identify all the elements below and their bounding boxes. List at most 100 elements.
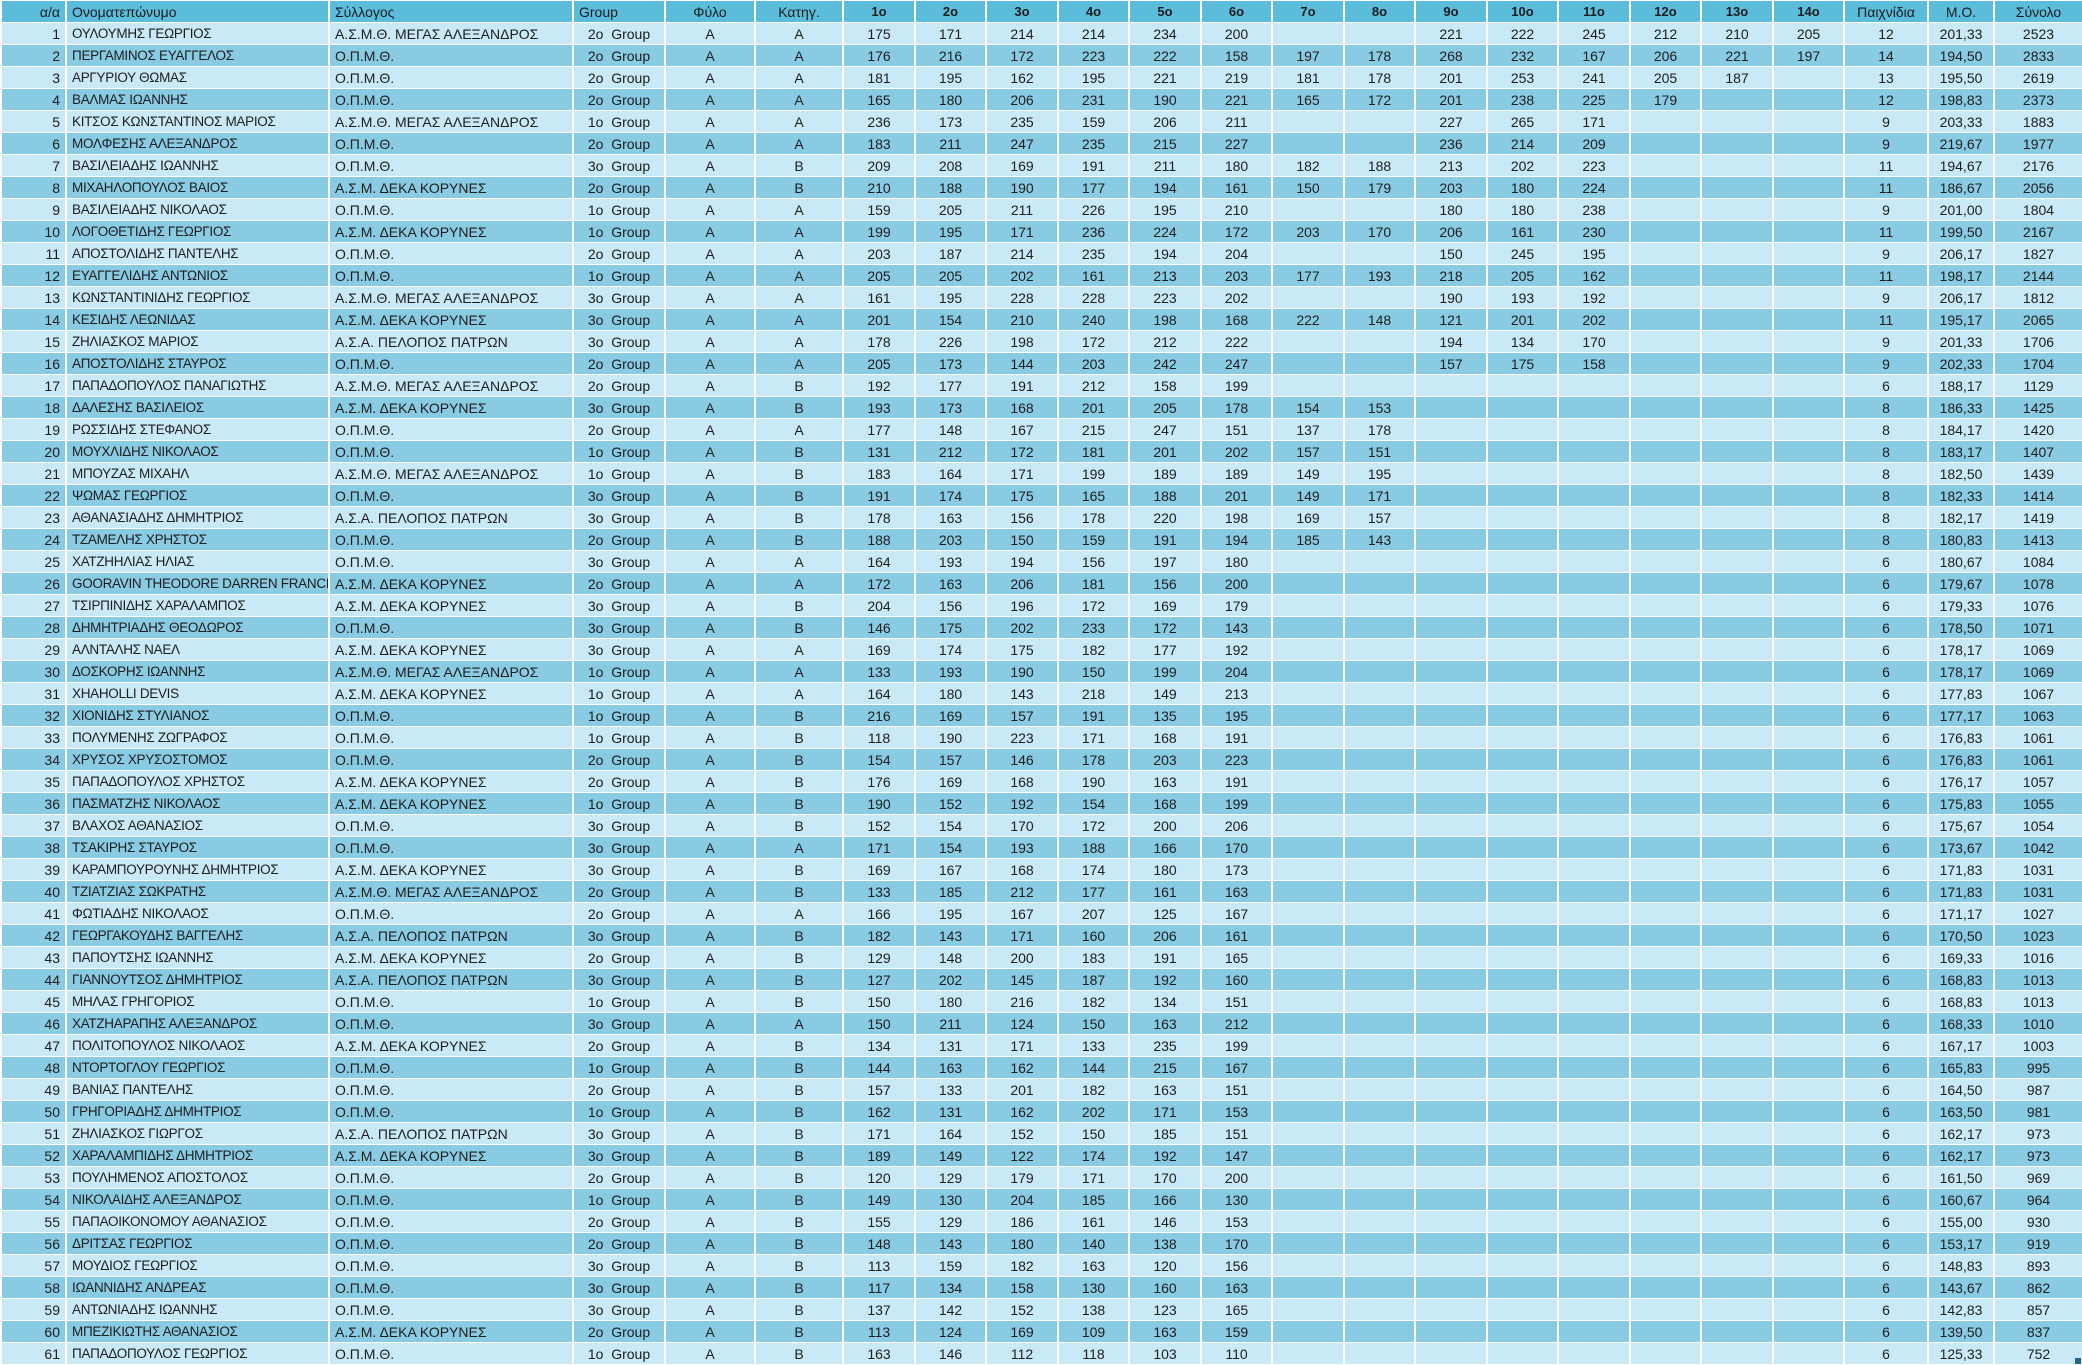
row-number-cell[interactable]: 4 <box>1 88 67 111</box>
game-9-score-cell[interactable] <box>1415 814 1488 837</box>
game-5-score-cell[interactable]: 134 <box>1129 990 1202 1013</box>
game-7-score-cell[interactable] <box>1272 990 1345 1013</box>
game-8-score-cell[interactable]: 148 <box>1344 308 1416 331</box>
game-11-score-cell[interactable] <box>1558 924 1631 947</box>
category-cell[interactable]: Α <box>755 286 844 309</box>
total-cell[interactable]: 2373 <box>1994 88 2082 111</box>
row-number-cell[interactable]: 48 <box>1 1056 67 1079</box>
game-5-score-cell[interactable]: 201 <box>1129 440 1202 463</box>
row-number-cell[interactable]: 44 <box>1 968 67 991</box>
game-4-score-cell[interactable]: 187 <box>1058 968 1130 991</box>
game-12-score-cell[interactable] <box>1630 770 1702 793</box>
game-2-score-cell[interactable]: 180 <box>915 682 987 705</box>
game-1-score-cell[interactable]: 188 <box>843 528 916 551</box>
game-3-score-cell[interactable]: 168 <box>986 770 1059 793</box>
game-13-score-cell[interactable] <box>1701 1034 1774 1057</box>
game-5-score-cell[interactable]: 185 <box>1129 1122 1202 1145</box>
game-8-score-cell[interactable] <box>1344 946 1416 969</box>
club-cell[interactable]: Α.Σ.Α. ΠΕΛΟΠΟΣ ΠΑΤΡΩΝ <box>329 968 574 991</box>
games-played-cell[interactable]: 8 <box>1844 396 1929 419</box>
club-cell[interactable]: Α.Σ.Μ. ΔΕΚΑ ΚΟΡΥΝΕΣ <box>329 946 574 969</box>
game-5-score-cell[interactable]: 242 <box>1129 352 1202 375</box>
game-1-score-cell[interactable]: 154 <box>843 748 916 771</box>
game-11-score-cell[interactable] <box>1558 1078 1631 1101</box>
game-4-score-cell[interactable]: 231 <box>1058 88 1130 111</box>
game-14-score-cell[interactable] <box>1773 374 1845 397</box>
average-cell[interactable]: 175,83 <box>1928 792 1995 815</box>
category-cell[interactable]: Β <box>755 792 844 815</box>
average-cell[interactable]: 175,67 <box>1928 814 1995 837</box>
game-9-score-cell[interactable]: 236 <box>1415 132 1488 155</box>
game-13-score-cell[interactable] <box>1701 990 1774 1013</box>
game-2-score-cell[interactable]: 134 <box>915 1276 987 1299</box>
total-cell[interactable]: 1061 <box>1994 748 2082 771</box>
games-played-cell[interactable]: 6 <box>1844 836 1929 859</box>
game-3-score-cell[interactable]: 190 <box>986 176 1059 199</box>
game-12-score-cell[interactable] <box>1630 968 1702 991</box>
row-number-cell[interactable]: 35 <box>1 770 67 793</box>
gender-cell[interactable]: Α <box>665 682 756 705</box>
game-5-score-cell[interactable]: 206 <box>1129 110 1202 133</box>
game-4-score-cell[interactable]: 201 <box>1058 396 1130 419</box>
club-cell[interactable]: Ο.Π.Μ.Θ. <box>329 132 574 155</box>
game-11-score-cell[interactable] <box>1558 858 1631 881</box>
average-cell[interactable]: 183,17 <box>1928 440 1995 463</box>
game-9-score-cell[interactable] <box>1415 594 1488 617</box>
game-14-score-cell[interactable] <box>1773 1122 1845 1145</box>
game-11-score-cell[interactable] <box>1558 1188 1631 1211</box>
games-played-cell[interactable]: 8 <box>1844 484 1929 507</box>
total-cell[interactable]: 1042 <box>1994 836 2082 859</box>
game-12-score-cell[interactable] <box>1630 550 1702 573</box>
game-14-score-cell[interactable] <box>1773 902 1845 925</box>
game-1-score-cell[interactable]: 189 <box>843 1144 916 1167</box>
game-7-score-cell[interactable]: 149 <box>1272 462 1345 485</box>
game-11-score-cell[interactable] <box>1558 1276 1631 1299</box>
game-14-score-cell[interactable] <box>1773 572 1845 595</box>
game-2-score-cell[interactable]: 143 <box>915 1232 987 1255</box>
game-13-score-cell[interactable] <box>1701 176 1774 199</box>
game-14-score-cell[interactable] <box>1773 1078 1845 1101</box>
game-14-score-cell[interactable] <box>1773 352 1845 375</box>
game-14-score-cell[interactable] <box>1773 1342 1845 1365</box>
total-cell[interactable]: 1031 <box>1994 880 2082 903</box>
group-cell[interactable]: 3ο Group <box>573 1144 666 1167</box>
game-7-score-cell[interactable]: 222 <box>1272 308 1345 331</box>
game-6-score-cell[interactable]: 153 <box>1201 1210 1273 1233</box>
game-13-score-cell[interactable] <box>1701 1276 1774 1299</box>
game-11-score-cell[interactable] <box>1558 660 1631 683</box>
game-3-score-cell[interactable]: 202 <box>986 616 1059 639</box>
game-3-score-cell[interactable]: 186 <box>986 1210 1059 1233</box>
game-14-score-cell[interactable] <box>1773 792 1845 815</box>
game-1-score-cell[interactable]: 127 <box>843 968 916 991</box>
game-6-score-cell[interactable]: 151 <box>1201 418 1273 441</box>
game-13-score-cell[interactable] <box>1701 528 1774 551</box>
game-14-score-cell[interactable] <box>1773 66 1845 89</box>
game-10-score-cell[interactable] <box>1487 374 1559 397</box>
category-cell[interactable]: Β <box>755 1056 844 1079</box>
game-9-score-cell[interactable] <box>1415 1254 1488 1277</box>
game-13-score-cell[interactable] <box>1701 1320 1774 1343</box>
game-6-score-cell[interactable]: 167 <box>1201 1056 1273 1079</box>
game-12-score-cell[interactable] <box>1630 1122 1702 1145</box>
game-1-score-cell[interactable]: 176 <box>843 44 916 67</box>
group-cell[interactable]: 2ο Group <box>573 748 666 771</box>
game-3-score-cell[interactable]: 162 <box>986 66 1059 89</box>
gender-cell[interactable]: Α <box>665 22 756 45</box>
game-6-score-cell[interactable]: 151 <box>1201 1078 1273 1101</box>
category-cell[interactable]: Α <box>755 330 844 353</box>
game-8-score-cell[interactable] <box>1344 682 1416 705</box>
game-2-score-cell[interactable]: 124 <box>915 1320 987 1343</box>
game-6-score-cell[interactable]: 223 <box>1201 748 1273 771</box>
col-header-game-1[interactable]: 1ο <box>843 0 916 23</box>
game-12-score-cell[interactable] <box>1630 1320 1702 1343</box>
games-played-cell[interactable]: 6 <box>1844 660 1929 683</box>
game-4-score-cell[interactable]: 159 <box>1058 528 1130 551</box>
col-header-game-7[interactable]: 7ο <box>1272 0 1345 23</box>
game-8-score-cell[interactable] <box>1344 704 1416 727</box>
category-cell[interactable]: Α <box>755 198 844 221</box>
game-13-score-cell[interactable] <box>1701 396 1774 419</box>
game-8-score-cell[interactable]: 153 <box>1344 396 1416 419</box>
game-3-score-cell[interactable]: 162 <box>986 1100 1059 1123</box>
game-9-score-cell[interactable] <box>1415 1078 1488 1101</box>
col-header-game-9[interactable]: 9ο <box>1415 0 1488 23</box>
